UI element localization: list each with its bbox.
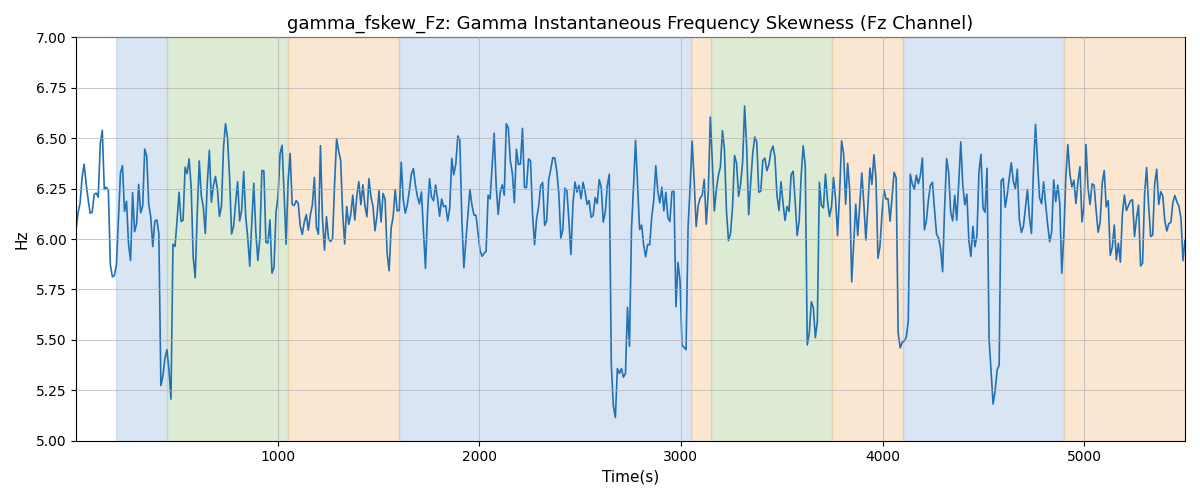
- Bar: [832, 38, 902, 440]
- Y-axis label: Hz: Hz: [14, 230, 30, 249]
- Title: gamma_fskew_Fz: Gamma Instantaneous Frequency Skewness (Fz Channel): gamma_fskew_Fz: Gamma Instantaneous Freq…: [287, 15, 973, 34]
- Bar: [167, 38, 288, 440]
- X-axis label: Time(s): Time(s): [602, 470, 659, 485]
- Bar: [1064, 38, 1186, 440]
- Bar: [116, 38, 167, 440]
- Bar: [712, 38, 832, 440]
- Bar: [902, 38, 1064, 440]
- Bar: [288, 38, 398, 440]
- Bar: [398, 38, 691, 440]
- Bar: [691, 38, 712, 440]
